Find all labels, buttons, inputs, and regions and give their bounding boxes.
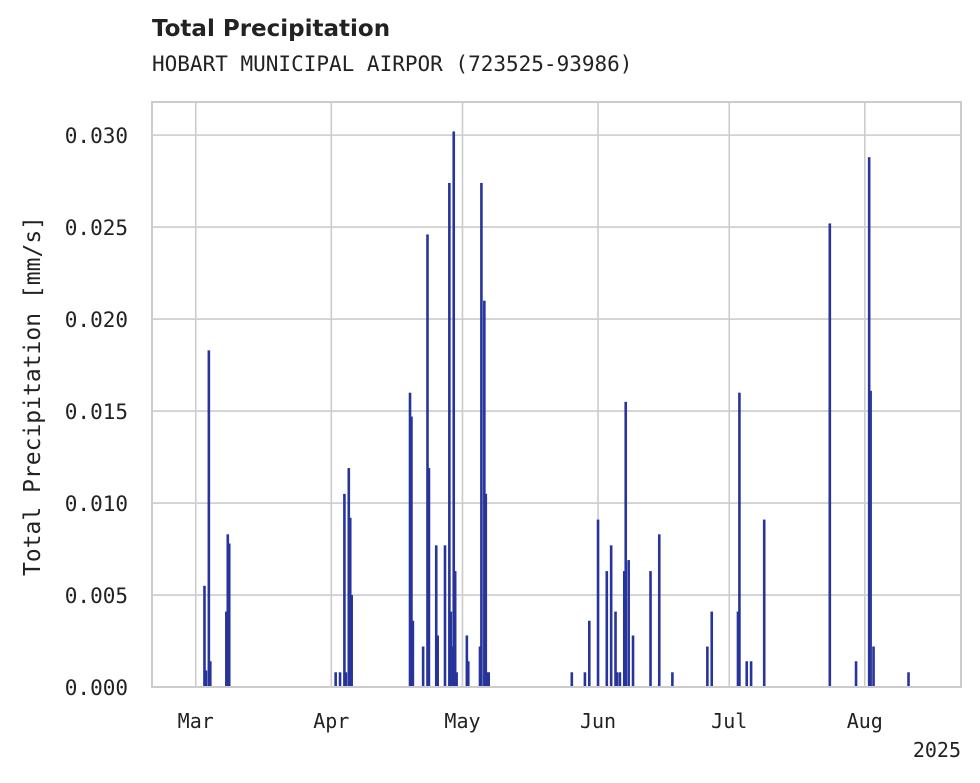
y-tick-label: 0.020 <box>65 308 128 332</box>
precipitation-bar <box>427 468 431 687</box>
precipitation-bar <box>738 392 741 687</box>
x-tick-label: Apr <box>313 709 349 733</box>
precipitation-bar <box>455 672 458 687</box>
precipitation-bar <box>762 519 766 687</box>
y-axis-label: Total Precipitation [mm/s] <box>20 216 46 576</box>
y-tick-label: 0.010 <box>65 492 128 516</box>
precipitation-bar <box>348 517 352 687</box>
x-tick-label: Mar <box>178 709 214 733</box>
x-tick-label: Jul <box>711 709 747 733</box>
precipitation-bar <box>671 672 674 687</box>
x-tick-label: May <box>444 709 480 733</box>
precipitation-bar <box>443 545 447 687</box>
precipitation-bar <box>448 182 451 687</box>
precipitation-bar <box>344 672 348 687</box>
precipitation-bar <box>450 646 454 687</box>
precipitation-bar <box>203 585 206 687</box>
precipitation-bar <box>207 350 211 687</box>
precipitation-bar <box>483 300 486 687</box>
y-tick-label: 0.015 <box>65 400 128 424</box>
precipitation-bar <box>872 646 875 687</box>
precipitation-bar <box>485 672 489 687</box>
precipitation-bar <box>624 401 628 687</box>
precipitation-bar <box>478 646 482 687</box>
y-tick-label: 0.025 <box>65 216 128 240</box>
precipitation-bar <box>657 534 661 687</box>
chart-subtitle: HOBART MUNICIPAL AIRPOR (723525-93986) <box>152 52 633 76</box>
precipitation-bar <box>618 672 622 687</box>
precipitation-bar <box>622 571 626 687</box>
precipitation-bar <box>410 416 413 687</box>
precipitation-bar <box>436 635 439 687</box>
precipitation-bar <box>854 661 858 687</box>
precipitation-bar <box>343 493 346 687</box>
precipitation-bar <box>745 661 749 687</box>
precipitation-bar <box>587 620 591 687</box>
y-tick-label: 0.000 <box>65 676 128 700</box>
precipitation-bar <box>466 661 470 687</box>
precipitation-bar <box>627 560 630 687</box>
precipitation-bar <box>649 571 652 687</box>
precipitation-bar <box>907 672 910 687</box>
precipitation-bar <box>334 672 337 687</box>
x-axis-ticks: Mar Apr May Jun Jul Aug <box>178 709 883 733</box>
precipitation-bar <box>226 534 230 687</box>
plot-frame <box>151 101 962 688</box>
precipitation-bar <box>480 182 483 687</box>
precipitation-bar <box>869 390 872 687</box>
precipitation-bar <box>452 131 456 687</box>
precipitation-bar <box>615 672 619 687</box>
precipitation-bar <box>710 611 714 687</box>
precipitation-bar <box>204 670 208 687</box>
y-tick-label: 0.005 <box>65 584 128 608</box>
precipitation-bar <box>583 672 587 687</box>
precipitation-bar <box>347 468 351 687</box>
precipitation-bar <box>706 646 709 687</box>
x-tick-label: Jun <box>580 709 616 733</box>
precipitation-bar <box>609 545 613 687</box>
precipitation-bar <box>749 661 753 687</box>
precipitation-bar <box>426 234 429 688</box>
precipitation-bar <box>338 672 342 687</box>
precipitation-bar <box>453 571 457 687</box>
precipitation-bar <box>596 519 600 687</box>
precipitation-bar <box>736 611 740 687</box>
precipitation-bar <box>350 595 353 687</box>
x-tick-label: Aug <box>847 709 883 733</box>
precipitation-bar <box>225 611 228 687</box>
y-axis-ticks: 0.000 0.005 0.010 0.015 0.020 0.025 0.030 <box>65 124 128 700</box>
precipitation-bar <box>605 571 609 687</box>
y-tick-label: 0.030 <box>65 124 128 148</box>
precipitation-bar <box>867 157 871 688</box>
precipitation-bar <box>828 223 832 687</box>
precipitation-bar <box>614 611 617 687</box>
precipitation-bar <box>434 545 438 687</box>
grid <box>152 102 961 688</box>
x-axis-year-label: 2025 <box>913 738 961 762</box>
precipitation-bar <box>421 646 425 687</box>
precipitation-bar <box>208 661 212 687</box>
precipitation-bar <box>449 611 453 687</box>
chart-title: Total Precipitation <box>152 16 391 42</box>
precipitation-bar <box>227 543 231 687</box>
precipitation-bar <box>408 392 412 687</box>
bar-series <box>203 131 910 688</box>
precipitation-bar <box>484 493 488 687</box>
precipitation-bar <box>631 635 635 687</box>
precipitation-bar <box>570 672 574 687</box>
precipitation-bar <box>411 620 415 687</box>
precipitation-bar <box>487 672 491 687</box>
precipitation-bar <box>465 635 469 687</box>
